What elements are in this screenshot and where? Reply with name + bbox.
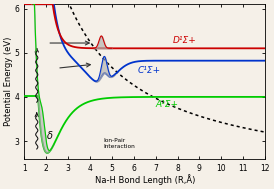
X-axis label: Na-H Bond Length (R,Å): Na-H Bond Length (R,Å) bbox=[95, 174, 195, 185]
Y-axis label: Potential Energy (eV): Potential Energy (eV) bbox=[4, 37, 13, 126]
Text: C¹Σ+: C¹Σ+ bbox=[138, 66, 161, 75]
Text: $\delta$: $\delta$ bbox=[46, 129, 53, 141]
Text: D¹Σ+: D¹Σ+ bbox=[173, 36, 197, 45]
Text: A¹Σ+: A¹Σ+ bbox=[156, 101, 179, 109]
Text: Ion-Pair
Interaction: Ion-Pair Interaction bbox=[103, 138, 135, 149]
